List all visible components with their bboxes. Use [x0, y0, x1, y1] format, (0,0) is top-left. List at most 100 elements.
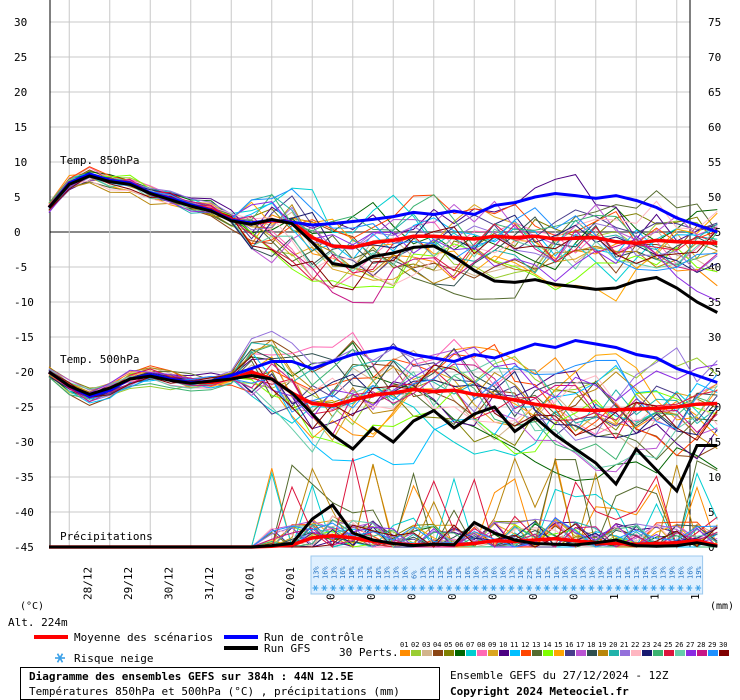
y-left-tick-label: 0 — [14, 226, 21, 239]
snow-risk-percent: 16% — [624, 566, 632, 579]
snow-risk-percent: 16% — [499, 566, 507, 579]
y-right-tick-label: 50 — [708, 191, 721, 204]
snow-risk-percent: 16% — [339, 566, 347, 579]
y-right-tick-label: 65 — [708, 86, 721, 99]
snowflake-icon — [650, 585, 657, 591]
y-right-tick-label: 70 — [708, 51, 721, 64]
series-line-t850 — [47, 174, 718, 314]
pert-line-850 — [48, 176, 718, 272]
pert-id-label: 05 — [444, 641, 452, 649]
pert-line-850 — [48, 172, 718, 283]
snowflake-icon — [615, 585, 622, 591]
pert-id-label: 24 — [653, 641, 661, 649]
snowflake-icon — [383, 585, 390, 591]
legend-mean-label: Moyenne des scénarios — [74, 631, 213, 644]
snowflake-arm — [518, 585, 523, 591]
snow-risk-percent: 13% — [544, 566, 552, 579]
snowflake-icon — [356, 585, 363, 591]
snowflake-arm — [384, 585, 389, 591]
snow-risk-percent: 13% — [660, 566, 668, 579]
pert-id-label: 15 — [554, 641, 562, 649]
snow-risk-percent: 16% — [517, 566, 525, 579]
snow-risk-percent: 16% — [571, 566, 579, 579]
snowflake-icon — [445, 585, 452, 591]
snowflake-icon — [517, 585, 524, 591]
series-line-t500 — [48, 370, 718, 494]
snow-risk-percent: 13% — [366, 566, 374, 579]
y-right-tick-label: 10 — [708, 471, 721, 484]
pert-color-swatch — [686, 650, 696, 656]
snowflake-arm — [491, 585, 496, 591]
pert-id-label: 19 — [598, 641, 606, 649]
snow-risk-percent: 16% — [535, 566, 543, 579]
snowflake-arm — [393, 585, 398, 591]
y-right-tick-label: 30 — [708, 331, 721, 344]
snow-risk-percent: 19% — [668, 566, 676, 579]
snowflake-arm — [651, 585, 656, 591]
y-left-tick-label: -35 — [14, 471, 34, 484]
pert-id-label: 12 — [521, 641, 529, 649]
snowflake-arm — [331, 585, 336, 591]
pert-color-swatch — [642, 650, 652, 656]
y-left-tick-label: -40 — [14, 506, 34, 519]
pert-id-label: 14 — [543, 641, 551, 649]
pert-line-500 — [48, 339, 718, 450]
pert-color-swatch — [532, 650, 542, 656]
snowflake-icon — [543, 585, 550, 591]
altitude-label: Alt. 224m — [8, 616, 68, 629]
snowflake-arm — [509, 585, 514, 591]
snowflake-arm — [429, 585, 434, 591]
pert-id-label: 06 — [455, 641, 463, 649]
run-info: Ensemble GEFS du 27/12/2024 - 12Z — [450, 669, 669, 682]
snowflake-icon — [534, 585, 541, 591]
snowflake-arm — [375, 585, 380, 591]
snowflake-arm — [473, 585, 478, 591]
snowflake-icon — [339, 585, 346, 591]
snow-risk-percent: 23% — [526, 566, 534, 579]
pert-id-label: 22 — [631, 641, 639, 649]
pert-color-swatch — [477, 650, 487, 656]
snow-risk-percent: 16% — [686, 566, 694, 579]
snow-risk-percent: 13% — [393, 566, 401, 579]
pert-id-label: 20 — [609, 641, 617, 649]
pert-id-label: 28 — [697, 641, 705, 649]
pert-id-label: 25 — [664, 641, 672, 649]
snowflake-arm — [633, 585, 638, 591]
y-left-tick-label: 20 — [14, 86, 27, 99]
pert-line-500 — [48, 356, 718, 426]
snow-risk-row: 13% 16% 13% 16% 16% 13% 13% 16% 13% 13% 16% 6% 13% 13… — [310, 555, 703, 595]
pert-color-legend: 01 02 03 04 05 06 07 08 09 10 11 12 13 14 15 16 17 18 19 20… — [400, 641, 729, 656]
x-tick-label: 28/12 — [82, 567, 95, 600]
main-series-lines — [47, 172, 718, 549]
pert-color-swatch — [521, 650, 531, 656]
snowflake-arm — [438, 585, 442, 591]
chart-title: Diagramme des ensembles GEFS sur 384h : … — [29, 670, 354, 683]
snowflake-icon — [623, 585, 630, 591]
snow-risk-percent: 16% — [321, 566, 329, 579]
snowflake-arm — [322, 585, 327, 591]
pert-line-500 — [48, 349, 718, 451]
snowflake-arm — [482, 585, 487, 591]
snowflake-arm — [536, 585, 540, 591]
y-left-tick-label: -30 — [14, 436, 34, 449]
snow-risk-percent: 13% — [330, 566, 338, 579]
pert-line-850 — [48, 180, 718, 286]
snow-risk-percent: 13% — [419, 566, 427, 579]
y-left-tick-label: -5 — [14, 261, 27, 274]
snow-risk-percent: 16% — [464, 566, 472, 579]
snowflake-icon — [472, 585, 479, 591]
snowflake-arm — [527, 585, 531, 591]
pert-color-swatch — [675, 650, 685, 656]
snowflake-icon — [526, 585, 533, 591]
pert-color-swatch — [565, 650, 575, 656]
snowflake-arm — [589, 585, 594, 591]
pert-id-label: 10 — [499, 641, 507, 649]
snow-risk-percent: 16% — [553, 566, 561, 579]
snowflake-icon — [686, 585, 693, 591]
snowflake-icon — [374, 585, 381, 591]
pert-color-swatch — [719, 650, 729, 656]
pert-color-swatch — [411, 650, 421, 656]
y-left-tick-label: 10 — [14, 156, 27, 169]
pert-line-500 — [48, 359, 718, 461]
pert-color-swatch — [653, 650, 663, 656]
